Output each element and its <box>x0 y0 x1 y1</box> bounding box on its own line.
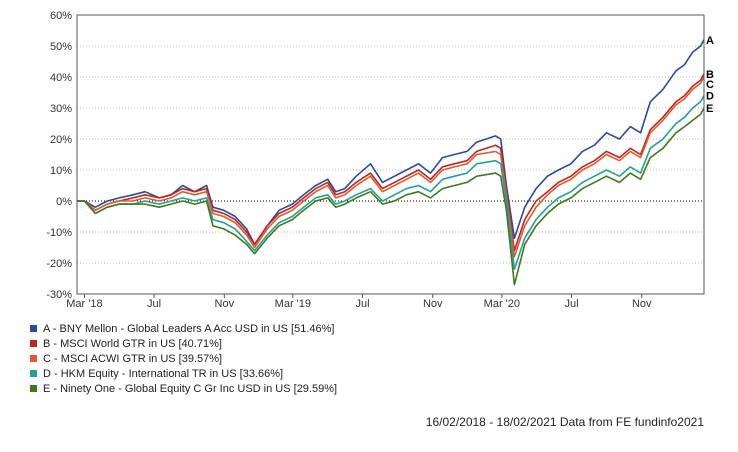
data-source-footer: 16/02/2018 - 18/02/2021 Data from FE fun… <box>425 415 704 429</box>
y-tick-label: -20% <box>46 258 72 270</box>
end-label-c: C <box>706 79 714 91</box>
y-tick-label: 20% <box>50 134 72 146</box>
legend-swatch-e <box>30 385 37 392</box>
legend-label-b: B - MSCI World GTR in US [40.71%] <box>43 337 222 350</box>
legend-item-c[interactable]: C - MSCI ACWI GTR in US [39.57%] <box>30 351 337 366</box>
x-tick-label: Nov <box>215 298 235 310</box>
legend-swatch-d <box>30 370 37 377</box>
x-tick-label: Jul <box>147 298 161 310</box>
y-tick-label: 60% <box>50 10 72 22</box>
end-label-b: B <box>706 69 714 81</box>
legend-item-e[interactable]: E - Ninety One - Global Equity C Gr Inc … <box>30 381 337 396</box>
x-tick-label: Jul <box>564 298 578 310</box>
legend-label-e: E - Ninety One - Global Equity C Gr Inc … <box>43 382 338 395</box>
gridlines <box>77 14 704 295</box>
y-tick-label: -10% <box>46 227 72 239</box>
legend-label-a: A - BNY Mellon - Global Leaders A Acc US… <box>43 322 335 335</box>
y-tick-label: 50% <box>50 41 72 53</box>
series-line-a <box>77 39 705 246</box>
x-tick-label: Jul <box>355 298 369 310</box>
series-line-b <box>77 73 705 252</box>
x-tick-label: Mar '19 <box>275 298 311 310</box>
series-line-d <box>77 95 705 271</box>
y-axis: -30% -20% -10% 0% 10% 20% 30% 40% 50% 60% <box>46 10 72 301</box>
x-axis: Mar '18 Jul Nov Mar '19 Jul Nov Mar '20 Jul Nov <box>66 294 652 310</box>
legend-label-c: C - MSCI ACWI GTR in US [39.57%] <box>43 352 223 365</box>
x-tick-label: Nov <box>423 298 443 310</box>
y-tick-label: 30% <box>50 103 72 115</box>
end-label-e: E <box>706 103 713 115</box>
end-label-a: A <box>706 35 714 47</box>
legend-item-a[interactable]: A - BNY Mellon - Global Leaders A Acc US… <box>30 321 337 336</box>
legend-item-b[interactable]: B - MSCI World GTR in US [40.71%] <box>30 336 337 351</box>
series-lines <box>77 39 705 286</box>
legend-item-d[interactable]: D - HKM Equity - International TR in US … <box>30 366 337 381</box>
x-tick-label: Nov <box>632 298 652 310</box>
y-tick-label: 10% <box>50 165 72 177</box>
legend-label-d: D - HKM Equity - International TR in US … <box>43 367 284 380</box>
legend-swatch-c <box>30 355 37 362</box>
plot-frame <box>76 14 705 295</box>
x-tick-label: Mar '18 <box>66 298 102 310</box>
legend-swatch-a <box>30 325 37 332</box>
series-line-e <box>77 107 705 286</box>
y-tick-label: -30% <box>46 289 72 301</box>
series-line-c <box>77 76 705 258</box>
end-label-d: D <box>706 91 714 103</box>
y-tick-label: 40% <box>50 72 72 84</box>
y-tick-label: 0% <box>56 196 72 208</box>
legend-swatch-b <box>30 340 37 347</box>
legend: A - BNY Mellon - Global Leaders A Acc US… <box>30 321 337 396</box>
x-tick-label: Mar '20 <box>484 298 520 310</box>
